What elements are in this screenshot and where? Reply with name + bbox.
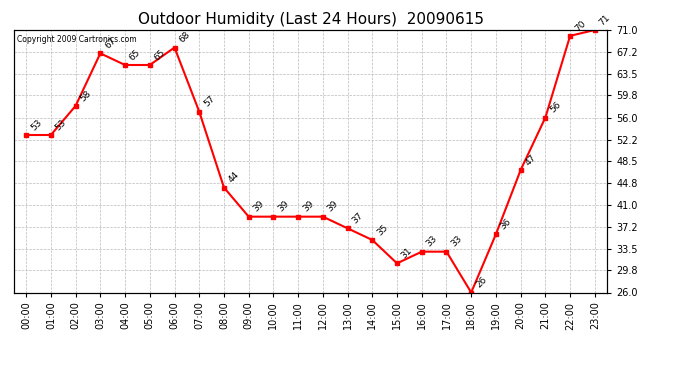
Text: 36: 36: [499, 217, 513, 231]
Text: 58: 58: [79, 88, 93, 103]
Text: 33: 33: [424, 234, 439, 249]
Text: 53: 53: [54, 118, 68, 132]
Text: 31: 31: [400, 246, 414, 261]
Text: 65: 65: [152, 48, 167, 62]
Text: 71: 71: [598, 13, 612, 27]
Text: 26: 26: [474, 275, 489, 290]
Text: 56: 56: [548, 100, 562, 115]
Text: 57: 57: [202, 94, 217, 109]
Text: 39: 39: [276, 200, 290, 214]
Text: 70: 70: [573, 18, 587, 33]
Text: 53: 53: [29, 118, 43, 132]
Title: Outdoor Humidity (Last 24 Hours)  20090615: Outdoor Humidity (Last 24 Hours) 2009061…: [137, 12, 484, 27]
Text: 35: 35: [375, 223, 390, 237]
Text: 33: 33: [449, 234, 464, 249]
Text: 65: 65: [128, 48, 142, 62]
Text: 67: 67: [103, 36, 117, 51]
Text: 39: 39: [326, 200, 340, 214]
Text: 44: 44: [227, 170, 241, 185]
Text: 39: 39: [301, 200, 315, 214]
Text: 39: 39: [251, 200, 266, 214]
Text: 37: 37: [351, 211, 365, 225]
Text: Copyright 2009 Cartronics.com: Copyright 2009 Cartronics.com: [17, 35, 137, 44]
Text: 47: 47: [524, 153, 538, 167]
Text: 68: 68: [177, 30, 192, 45]
